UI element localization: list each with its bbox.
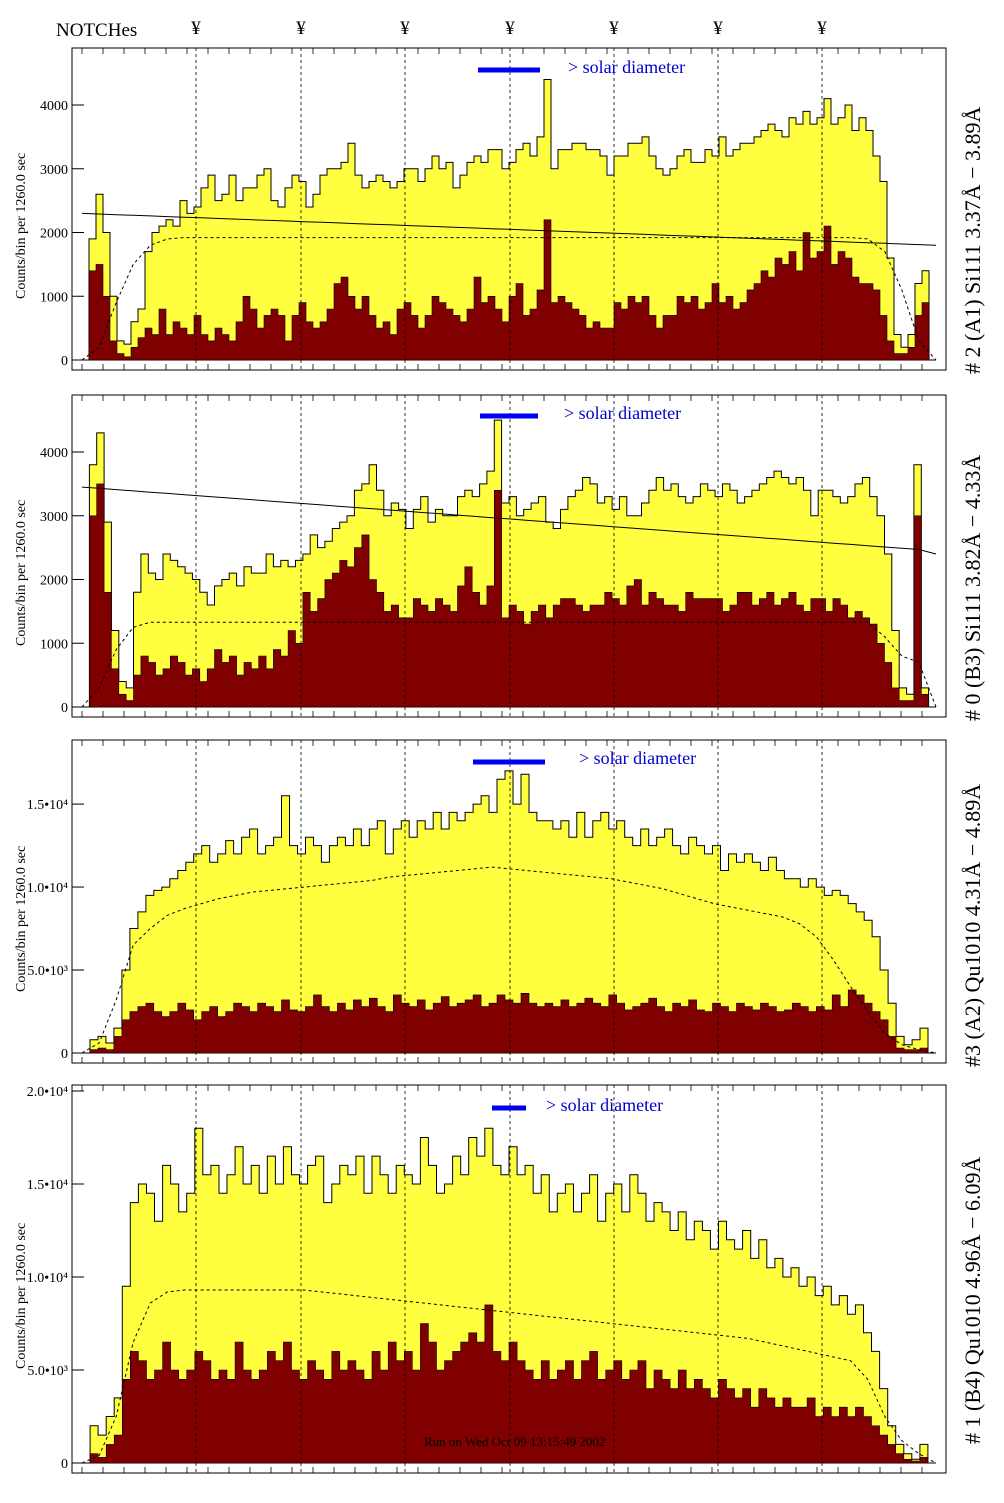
notch-marker: ¥: [296, 18, 306, 39]
y-tick-label: 4000: [40, 99, 68, 114]
y-tick-label: 2000: [40, 574, 68, 589]
y-tick-label: 3000: [40, 163, 68, 178]
trend-line: [81, 486, 937, 555]
y-tick-label: 0: [61, 1047, 68, 1062]
y-tick-label: 2.0•10⁴: [27, 1085, 68, 1100]
y-tick-label: 1.5•10⁴: [27, 1178, 68, 1193]
notch-marker: ¥: [505, 18, 515, 39]
subset-counts-histogram: [82, 1304, 936, 1464]
plot-frame: [71, 1084, 947, 1474]
notch-marker: ¥: [817, 18, 827, 39]
y-tick-label: 5.0•10³: [27, 1364, 68, 1379]
y-tick-label: 1.5•10⁴: [27, 798, 68, 813]
y-axis-label: Counts/bin per 1260.0 sec: [14, 1222, 29, 1369]
notches-title: NOTCHes: [56, 20, 138, 41]
y-tick-label: 1.0•10⁴: [27, 881, 68, 896]
subset-counts-histogram: [82, 219, 936, 361]
plot-frame: [71, 739, 947, 1064]
chart-panel-2: 0 5.0•10³ 1.0•10⁴ 1.5•10⁴: [27, 739, 947, 1064]
chart-panel-0: 0 1000 2000 3000 4000: [40, 47, 947, 371]
detector-label: #3 (A2) Qu1010 4.31Å − 4.89Å: [960, 783, 985, 1067]
solar-diameter-label: > solar diameter: [568, 57, 686, 77]
notch-marker: ¥: [191, 18, 201, 39]
notch-marker: ¥: [609, 18, 619, 39]
y-tick-label: 1000: [40, 290, 68, 305]
solar-diameter-label: > solar diameter: [564, 403, 682, 423]
y-tick-label: 0: [61, 701, 68, 716]
dashed-model-line: [81, 1289, 937, 1464]
y-axis-label: Counts/bin per 1260.0 sec: [14, 499, 29, 646]
dashed-model-line: [81, 621, 937, 708]
y-axis-label: Counts/bin per 1260.0 sec: [14, 845, 29, 992]
notch-marker: ¥: [713, 18, 723, 39]
subset-counts-histogram: [82, 483, 936, 708]
detector-label: # 2 (A1) Si111 3.37Å − 3.89Å: [960, 106, 985, 374]
run-timestamp: Run on Wed Oct 09 13:15:49 2002: [424, 1434, 606, 1449]
y-axis-label: Counts/bin per 1260.0 sec: [14, 152, 29, 299]
detector-label: # 1 (B4) Qu1010 4.96Å − 6.09Å: [960, 1156, 985, 1444]
y-tick-label: 0: [61, 354, 68, 369]
total-counts-histogram: [82, 79, 936, 361]
detector-label: # 0 (B3) Si111 3.82Å − 4.33Å: [960, 454, 985, 721]
chart-panel-3: 0 5.0•10³ 1.0•10⁴ 1.5•10⁴ 2.0•10⁴: [27, 1084, 947, 1474]
y-tick-label: 4000: [40, 446, 68, 461]
trend-line: [81, 212, 937, 246]
y-tick-label: 1000: [40, 637, 68, 652]
y-tick-label: 1.0•10⁴: [27, 1271, 68, 1286]
plot-frame: [71, 47, 947, 371]
y-tick-label: 5.0•10³: [27, 964, 68, 979]
y-tick-label: 3000: [40, 510, 68, 525]
chart-panel-1: 0 1000 2000 3000 4000: [40, 394, 947, 718]
solar-diameter-label: > solar diameter: [579, 748, 697, 768]
plot-frame: [71, 394, 947, 718]
dashed-model-line: [81, 237, 937, 361]
notch-marker: ¥: [400, 18, 410, 39]
y-tick-label: 2000: [40, 227, 68, 242]
solar-diameter-label: > solar diameter: [546, 1095, 664, 1115]
y-tick-label: 0: [61, 1457, 68, 1472]
dashed-model-line: [81, 866, 937, 1054]
total-counts-histogram: [82, 770, 936, 1054]
subset-counts-histogram: [82, 989, 936, 1054]
